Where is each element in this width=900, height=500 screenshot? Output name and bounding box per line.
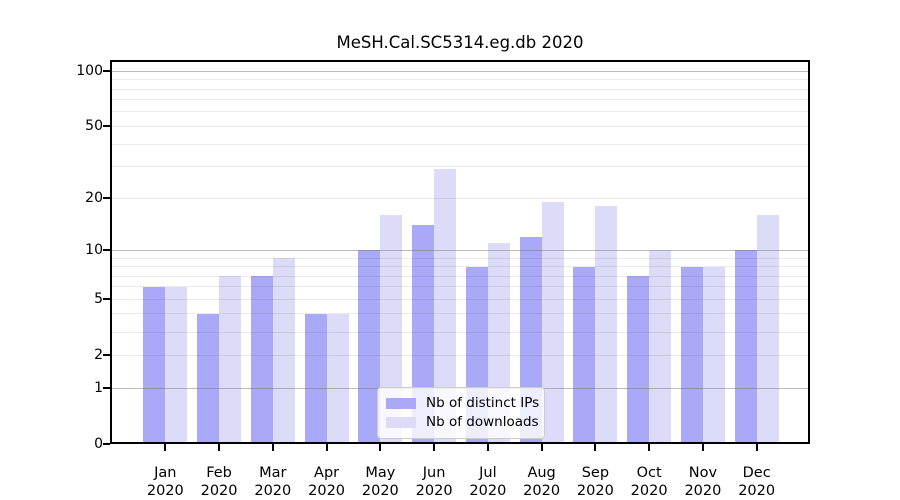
x-tick-label: May 2020 — [361, 465, 399, 499]
bar-downloads-dec — [756, 215, 779, 444]
bar-distinct-ips-feb — [197, 313, 220, 444]
minor-gridline — [110, 125, 810, 127]
x-tick-mark — [271, 444, 274, 451]
bar-downloads-nov — [702, 266, 725, 444]
minor-gridline — [110, 331, 810, 333]
bar-downloads-sep — [595, 206, 618, 444]
y-tick-mark — [103, 125, 110, 128]
legend-swatch-downloads — [386, 417, 416, 428]
minor-gridline — [110, 166, 810, 168]
bar-downloads-apr — [326, 313, 349, 444]
y-tick-label: 2 — [94, 347, 103, 364]
major-gridline — [110, 70, 810, 72]
y-tick-mark — [103, 70, 110, 73]
minor-gridline — [110, 354, 810, 356]
x-tick-mark — [594, 444, 597, 451]
bar-downloads-may — [380, 215, 403, 444]
x-tick-mark — [701, 444, 704, 451]
minor-gridline — [110, 298, 810, 300]
bar-downloads-aug — [541, 202, 564, 444]
x-tick-mark — [325, 444, 328, 451]
y-tick-mark — [103, 354, 110, 357]
legend-label: Nb of downloads — [426, 414, 539, 430]
x-tick-label: Dec 2020 — [738, 465, 776, 499]
major-gridline — [110, 249, 810, 251]
x-tick-mark — [648, 444, 651, 451]
bar-distinct-ips-sep — [573, 266, 596, 444]
minor-gridline — [110, 111, 810, 113]
minor-gridline — [110, 99, 810, 101]
bar-distinct-ips-jan — [143, 286, 166, 444]
x-tick-label: Jan 2020 — [146, 465, 184, 499]
y-tick-label: 1 — [94, 380, 103, 396]
minor-gridline — [110, 197, 810, 199]
x-tick-mark — [379, 444, 382, 451]
bar-distinct-ips-oct — [627, 276, 650, 444]
y-tick-mark — [103, 298, 110, 301]
x-tick-label: Jun 2020 — [415, 465, 453, 499]
legend-entry: Nb of distinct IPs — [386, 394, 540, 413]
bar-downloads-feb — [219, 276, 242, 444]
y-tick-label: 5 — [94, 291, 103, 308]
bar-distinct-ips-nov — [680, 266, 703, 444]
x-tick-label: Mar 2020 — [254, 465, 292, 499]
minor-gridline — [110, 313, 810, 315]
y-tick-mark — [103, 197, 110, 200]
bar-downloads-jun — [434, 169, 457, 444]
x-tick-label: Jul 2020 — [469, 465, 507, 499]
minor-gridline — [110, 275, 810, 277]
y-tick-label: 20 — [85, 190, 103, 207]
x-tick-mark — [433, 444, 436, 451]
plot-area: 0 1 2 5 10 20 50 100 Jan 2020 Feb 2020 Mar 2020 Ap… — [76, 60, 810, 499]
legend-label: Nb of distinct IPs — [426, 395, 540, 411]
legend-entry: Nb of downloads — [386, 413, 539, 432]
y-tick-mark — [103, 387, 110, 389]
y-tick-label: 100 — [76, 63, 103, 80]
legend-entries: Nb of distinct IPs Nb of downloads — [386, 394, 540, 432]
bar-downloads-jan — [165, 286, 188, 444]
x-tick-mark — [218, 444, 221, 451]
bar-distinct-ips-mar — [250, 276, 273, 444]
bar-downloads-mar — [272, 258, 295, 444]
bar-distinct-ips-dec — [734, 250, 757, 444]
legend-swatch-distinct-ips — [386, 398, 416, 409]
x-tick-mark — [540, 444, 543, 451]
minor-gridline — [110, 286, 810, 288]
y-tick-label: 50 — [85, 118, 103, 135]
chart-title: MeSH.Cal.SC5314.eg.db 2020 — [336, 33, 584, 52]
bar-distinct-ips-may — [358, 250, 381, 444]
x-tick-label: Aug 2020 — [523, 465, 561, 499]
x-tick-mark — [486, 444, 489, 451]
bar-downloads-oct — [649, 250, 672, 444]
y-tick-mark — [103, 443, 110, 445]
minor-gridline — [110, 266, 810, 267]
minor-gridline — [110, 143, 810, 145]
x-tick-label: Apr 2020 — [308, 465, 346, 499]
y-tick-label: 0 — [94, 436, 103, 452]
legend: Nb of distinct IPs Nb of downloads — [377, 387, 545, 439]
x-tick-label: Feb 2020 — [200, 465, 238, 499]
x-tick-mark — [755, 444, 758, 451]
y-tick-label: 10 — [85, 242, 103, 259]
x-tick-mark — [164, 444, 167, 451]
minor-gridline — [110, 88, 810, 90]
x-tick-label: Nov 2020 — [684, 465, 722, 499]
x-tick-label: Sep 2020 — [576, 465, 614, 499]
minor-gridline — [110, 257, 810, 259]
bar-distinct-ips-apr — [304, 313, 327, 444]
y-tick-mark — [103, 249, 110, 252]
x-tick-label: Oct 2020 — [630, 465, 668, 499]
minor-gridline — [110, 79, 810, 81]
